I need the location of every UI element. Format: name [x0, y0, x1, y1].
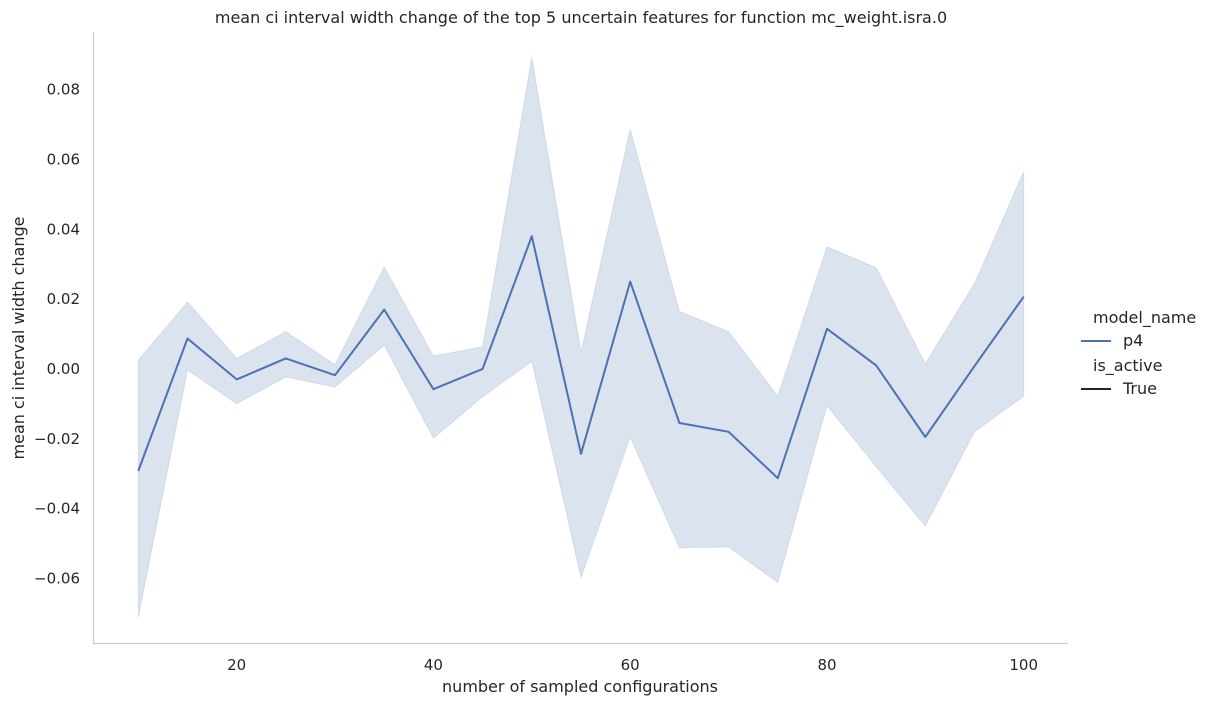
y-tick-label: 0.02 [47, 290, 80, 308]
x-tick-label: 40 [424, 656, 443, 674]
chart-title: mean ci interval width change of the top… [215, 8, 947, 28]
legend-style-title: is_active [1093, 356, 1162, 376]
x-ticks: 20 40 60 80 100 [227, 656, 1038, 674]
y-tick-label: −0.02 [34, 430, 80, 448]
legend-label-true: True [1122, 379, 1157, 398]
legend-label-p4: p4 [1123, 331, 1143, 350]
plot-area [137, 57, 1025, 618]
legend-hue-title: model_name [1093, 308, 1196, 328]
x-tick-label: 100 [1009, 656, 1038, 674]
y-tick-label: 0.00 [47, 360, 80, 378]
y-axis-label: mean ci interval width change [9, 217, 28, 460]
y-ticks: −0.06 −0.04 −0.02 0.00 0.02 0.04 0.06 0.08 [34, 81, 80, 588]
y-tick-label: −0.04 [34, 500, 80, 518]
y-tick-label: 0.06 [47, 150, 80, 168]
x-tick-label: 20 [227, 656, 246, 674]
y-tick-label: 0.04 [47, 220, 80, 238]
legend: model_name p4 is_active True [1081, 308, 1196, 398]
x-tick-label: 80 [817, 656, 836, 674]
series-line-p4 [137, 235, 1025, 480]
x-tick-label: 60 [621, 656, 640, 674]
y-tick-label: −0.06 [34, 569, 80, 587]
x-axis-label: number of sampled configurations [442, 677, 718, 696]
y-tick-label: 0.08 [47, 81, 80, 99]
confidence-band-p4 [137, 57, 1025, 618]
